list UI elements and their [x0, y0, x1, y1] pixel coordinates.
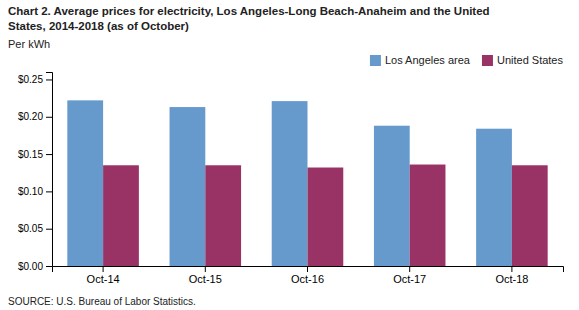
series: [67, 100, 512, 266]
y-tick-mark: [46, 117, 52, 118]
y-tick: $0.20: [18, 111, 52, 122]
y-tick: $0.05: [18, 223, 52, 234]
series: [103, 165, 548, 266]
y-tick-mark: [46, 229, 52, 230]
plot: $0.00$0.05$0.10$0.15$0.20$0.25Oct-14Oct-…: [18, 73, 564, 285]
y-tick-mark: [46, 266, 52, 267]
y-tick-label: $0.05: [18, 223, 43, 234]
y-tick-label: $0.15: [18, 149, 43, 160]
x-tick: Oct-14: [87, 266, 120, 285]
title: Chart 2. Average prices for electricity,…: [8, 5, 490, 32]
bar: [476, 129, 512, 266]
bar: [308, 168, 344, 266]
bar: [205, 165, 241, 266]
x-tick-mark: [511, 266, 512, 272]
legend-item: United States: [482, 54, 564, 66]
x-tick: Oct-17: [393, 266, 426, 285]
x-tick: Oct-18: [495, 266, 528, 285]
y-tick: $0.10: [18, 186, 52, 197]
y-tick-label: $0.25: [18, 74, 43, 85]
bar: [170, 107, 206, 266]
title-line: States, 2014-2018 (as of October): [8, 20, 189, 32]
legend-item: Los Angeles area: [370, 54, 471, 66]
y-axis-line: [46, 73, 53, 267]
x-tick-mark: [409, 266, 410, 272]
x-tick-mark: [103, 266, 104, 272]
x-axis: Oct-14 Oct-15 Oct-16 Oct-17 Oct-18: [53, 266, 564, 285]
bar: [272, 101, 308, 266]
y-tick: $0.15: [18, 149, 52, 160]
legend-label: United States: [497, 54, 564, 66]
legend: Los Angeles area United States: [370, 54, 564, 66]
x-axis-line: [53, 267, 564, 273]
y-tick: $0.00: [18, 261, 52, 272]
y-tick: $0.25: [18, 74, 52, 85]
legend-swatch: [482, 55, 493, 66]
x-tick-label: Oct-15: [189, 273, 222, 285]
y-tick-label: $0.20: [18, 111, 43, 122]
legend-swatch: [370, 55, 381, 66]
bar: [410, 165, 446, 266]
legend-label: Los Angeles area: [385, 54, 471, 66]
y-axis: $0.00 $0.05 $0.10 $0.15 $0.20 $0.25: [18, 73, 53, 272]
y-axis-label: Per kWh: [8, 38, 50, 50]
y-tick-label: $0.10: [18, 186, 43, 197]
bar: [103, 165, 139, 266]
x-tick-label: Oct-18: [495, 273, 528, 285]
title-line: Chart 2. Average prices for electricity,…: [8, 5, 490, 17]
annotation: SOURCE: U.S. Bureau of Labor Statistics.: [8, 296, 196, 307]
bar: [512, 165, 548, 266]
x-tick: Oct-16: [291, 266, 324, 285]
bar: [67, 100, 103, 266]
x-tick-mark: [307, 266, 308, 272]
bar: [374, 126, 410, 266]
x-tick-label: Oct-14: [87, 273, 120, 285]
x-tick-mark: [205, 266, 206, 272]
y-tick-mark: [46, 154, 52, 155]
x-tick-label: Oct-17: [393, 273, 426, 285]
bars: [67, 100, 547, 266]
y-tick-label: $0.00: [18, 261, 43, 272]
y-tick-mark: [46, 79, 52, 80]
chart: Chart 2. Average prices for electricity,…: [0, 0, 579, 310]
x-tick: Oct-15: [189, 266, 222, 285]
y-tick-mark: [46, 191, 52, 192]
x-tick-label: Oct-16: [291, 273, 324, 285]
